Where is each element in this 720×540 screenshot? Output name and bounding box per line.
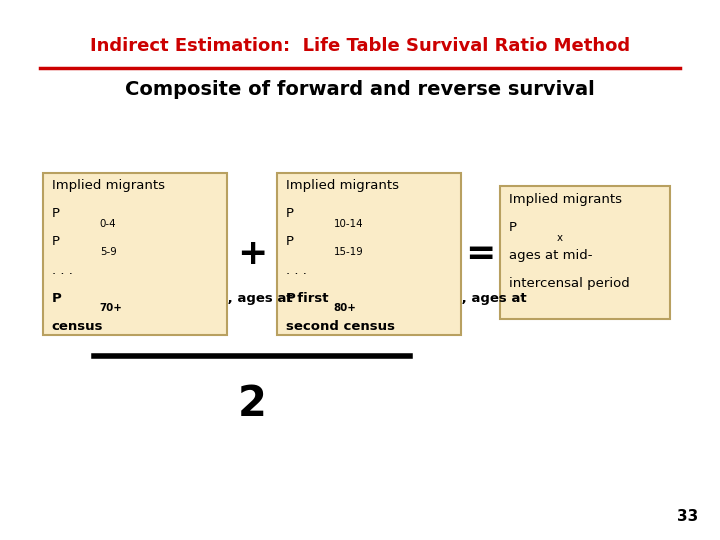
Text: P: P — [286, 292, 296, 305]
FancyBboxPatch shape — [500, 186, 670, 319]
FancyBboxPatch shape — [277, 173, 461, 335]
Text: . . .: . . . — [52, 264, 73, 276]
Text: 5-9: 5-9 — [99, 247, 117, 258]
Text: 15-19: 15-19 — [334, 247, 364, 258]
Text: P: P — [52, 235, 60, 248]
Text: =: = — [465, 237, 496, 271]
Text: second census: second census — [286, 320, 395, 333]
Text: 80+: 80+ — [334, 303, 356, 314]
Text: 0-4: 0-4 — [99, 219, 117, 230]
Text: Indirect Estimation:  Life Table Survival Ratio Method: Indirect Estimation: Life Table Survival… — [90, 37, 630, 55]
Text: P: P — [286, 207, 294, 220]
FancyBboxPatch shape — [43, 173, 227, 335]
Text: P: P — [509, 221, 517, 234]
Text: Implied migrants: Implied migrants — [286, 179, 399, 192]
Text: , ages at first: , ages at first — [223, 292, 328, 305]
Text: Composite of forward and reverse survival: Composite of forward and reverse surviva… — [125, 79, 595, 99]
Text: ages at mid-: ages at mid- — [509, 249, 593, 262]
Text: intercensal period: intercensal period — [509, 277, 630, 290]
Text: P: P — [52, 292, 62, 305]
Text: , ages at: , ages at — [457, 292, 526, 305]
Text: 2: 2 — [238, 383, 266, 426]
Text: . . .: . . . — [286, 264, 307, 276]
Text: P: P — [52, 207, 60, 220]
Text: x: x — [557, 233, 563, 243]
Text: census: census — [52, 320, 104, 333]
Text: Implied migrants: Implied migrants — [509, 193, 622, 206]
Text: Implied migrants: Implied migrants — [52, 179, 165, 192]
Text: 33: 33 — [677, 509, 698, 524]
Text: P: P — [286, 235, 294, 248]
Text: 10-14: 10-14 — [334, 219, 364, 230]
Text: 70+: 70+ — [99, 303, 122, 314]
Text: +: + — [237, 237, 267, 271]
